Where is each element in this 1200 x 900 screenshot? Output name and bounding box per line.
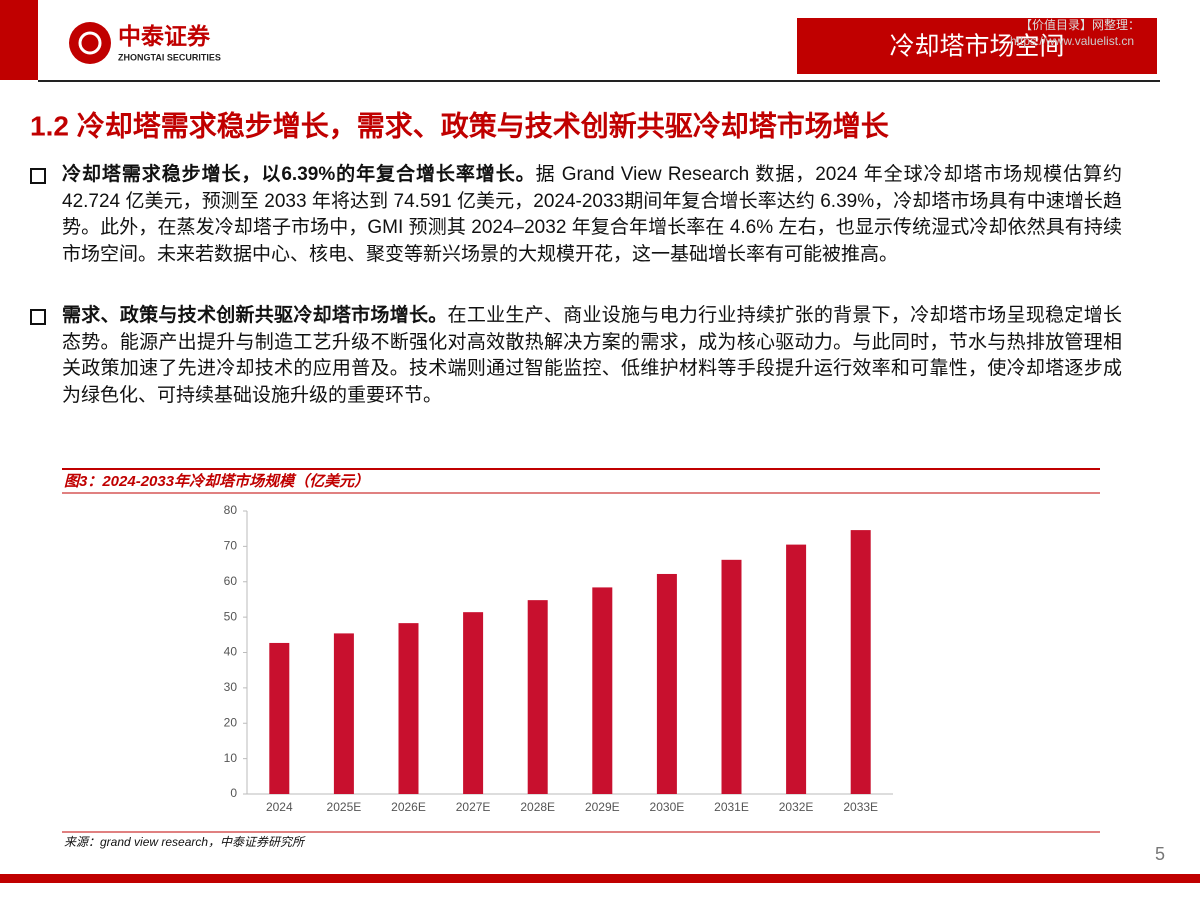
bullet-lead: 需求、政策与技术创新共驱冷却塔市场增长。 (62, 305, 448, 326)
left-band (0, 0, 38, 80)
bar (656, 573, 677, 794)
watermark: https://www.valuelist.cn (1010, 34, 1134, 48)
watermark: 【价值目录】网整理： (1020, 17, 1140, 32)
y-tick-label: 10 (224, 751, 238, 765)
bullet-text: 在工业生产、商业设施与电力行业持续扩张的背景下，冷却塔市场呈现稳定增长态势。能源… (62, 305, 1122, 406)
bar (850, 530, 871, 794)
bullet-box (30, 309, 46, 325)
bar (592, 587, 613, 794)
logo (69, 22, 111, 64)
y-tick-label: 60 (224, 574, 238, 588)
x-tick-label: 2031E (714, 800, 749, 814)
bullet: 冷却塔需求稳步增长，以6.39%的年复合增长率增长。据 Grand View R… (62, 162, 1122, 268)
bullet: 需求、政策与技术创新共驱冷却塔市场增长。在工业生产、商业设施与电力行业持续扩张的… (62, 303, 1122, 409)
x-tick-label: 2032E (779, 800, 814, 814)
y-tick-label: 80 (224, 503, 238, 517)
bullet-lead: 冷却塔需求稳步增长，以6.39%的年复合增长率增长。 (62, 164, 536, 185)
bar (527, 600, 548, 794)
bar (721, 559, 742, 794)
bar (786, 544, 807, 794)
bar (333, 633, 354, 794)
figure-title: 图3：2024-2033年冷却塔市场规模（亿美元） (64, 472, 369, 490)
section-title: 冷却塔市场空间 (889, 33, 1064, 61)
section-box (797, 18, 1157, 74)
y-tick-label: 40 (224, 645, 238, 659)
x-tick-label: 2029E (585, 800, 620, 814)
x-tick-label: 2028E (520, 800, 555, 814)
source: 来源：grand view research，中泰证券研究所 (64, 835, 306, 849)
bullet-box (30, 168, 46, 184)
heading: 1.2 冷却塔需求稳步增长，需求、政策与技术创新共驱冷却塔市场增长 (30, 109, 889, 141)
footer-band (0, 874, 1200, 883)
y-tick-label: 70 (224, 539, 238, 553)
bar (398, 623, 419, 794)
bullet-text: 据 Grand View Research 数据，2024 年全球冷却塔市场规模… (62, 164, 1123, 265)
brand: 中泰证券 (118, 23, 211, 49)
bar (463, 612, 484, 794)
page-number: 5 (1155, 844, 1165, 864)
brand-en: ZHONGTAI SECURITIES (118, 52, 221, 62)
bar (269, 642, 290, 794)
x-tick-label: 2025E (327, 800, 362, 814)
y-tick-label: 30 (224, 680, 238, 694)
logo-mark (78, 31, 102, 55)
x-tick-label: 2024 (266, 800, 293, 814)
x-tick-label: 2027E (456, 800, 491, 814)
x-tick-label: 2030E (650, 800, 685, 814)
x-tick-label: 2026E (391, 800, 426, 814)
y-tick-label: 0 (230, 786, 237, 800)
x-tick-label: 2033E (843, 800, 878, 814)
y-tick-label: 20 (224, 715, 238, 729)
y-tick-label: 50 (224, 609, 238, 623)
chart: 0 10 20 30 40 50 60 70 80 2024 2025E 2026E 2027E 2028… (224, 503, 893, 814)
